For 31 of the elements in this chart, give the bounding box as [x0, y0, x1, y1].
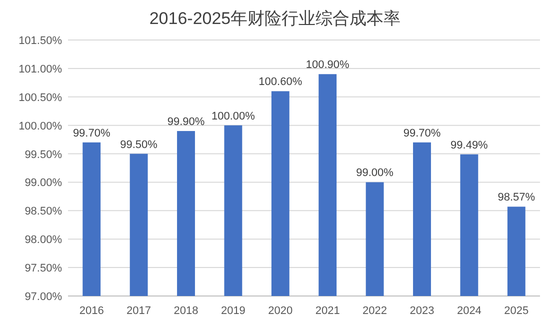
y-tick-label: 98.00%	[24, 234, 62, 246]
data-label: 99.90%	[167, 116, 205, 128]
y-tick-label: 99.00%	[24, 177, 62, 190]
x-tick-label: 2025	[504, 305, 529, 317]
x-tick-label: 2016	[79, 305, 104, 317]
x-tick-label: 2023	[410, 305, 434, 317]
data-label: 100.90%	[306, 59, 350, 72]
x-tick-label: 2022	[362, 305, 388, 317]
x-tick-label: 2021	[315, 305, 340, 317]
x-tick-label: 2024	[456, 305, 482, 317]
y-tick-label: 101.50%	[18, 35, 62, 47]
x-tick-label: 2017	[126, 305, 152, 317]
y-tick-label: 97.50%	[24, 262, 62, 275]
y-tick-label: 98.50%	[24, 206, 62, 218]
y-tick-label: 100.00%	[18, 120, 62, 132]
data-label: 98.57%	[498, 192, 536, 204]
x-tick-label: 2018	[174, 305, 198, 317]
x-tick-label: 2020	[268, 305, 293, 317]
y-tick-label: 101.00%	[18, 63, 62, 76]
chart-title: 2016-2025年财险行业综合成本率	[149, 9, 401, 28]
y-tick-label: 99.50%	[24, 148, 62, 161]
data-label: 100.60%	[258, 76, 302, 88]
x-tick-label: 2019	[220, 305, 246, 317]
data-label: 99.70%	[403, 127, 441, 140]
data-label: 99.70%	[72, 127, 110, 140]
data-label: 99.00%	[356, 167, 394, 180]
data-label: 99.49%	[450, 139, 488, 152]
data-label: 99.50%	[120, 138, 158, 151]
data-label: 100.00%	[211, 110, 256, 122]
y-tick-label: 97.00%	[24, 291, 62, 303]
y-tick-label: 100.50%	[18, 92, 62, 104]
